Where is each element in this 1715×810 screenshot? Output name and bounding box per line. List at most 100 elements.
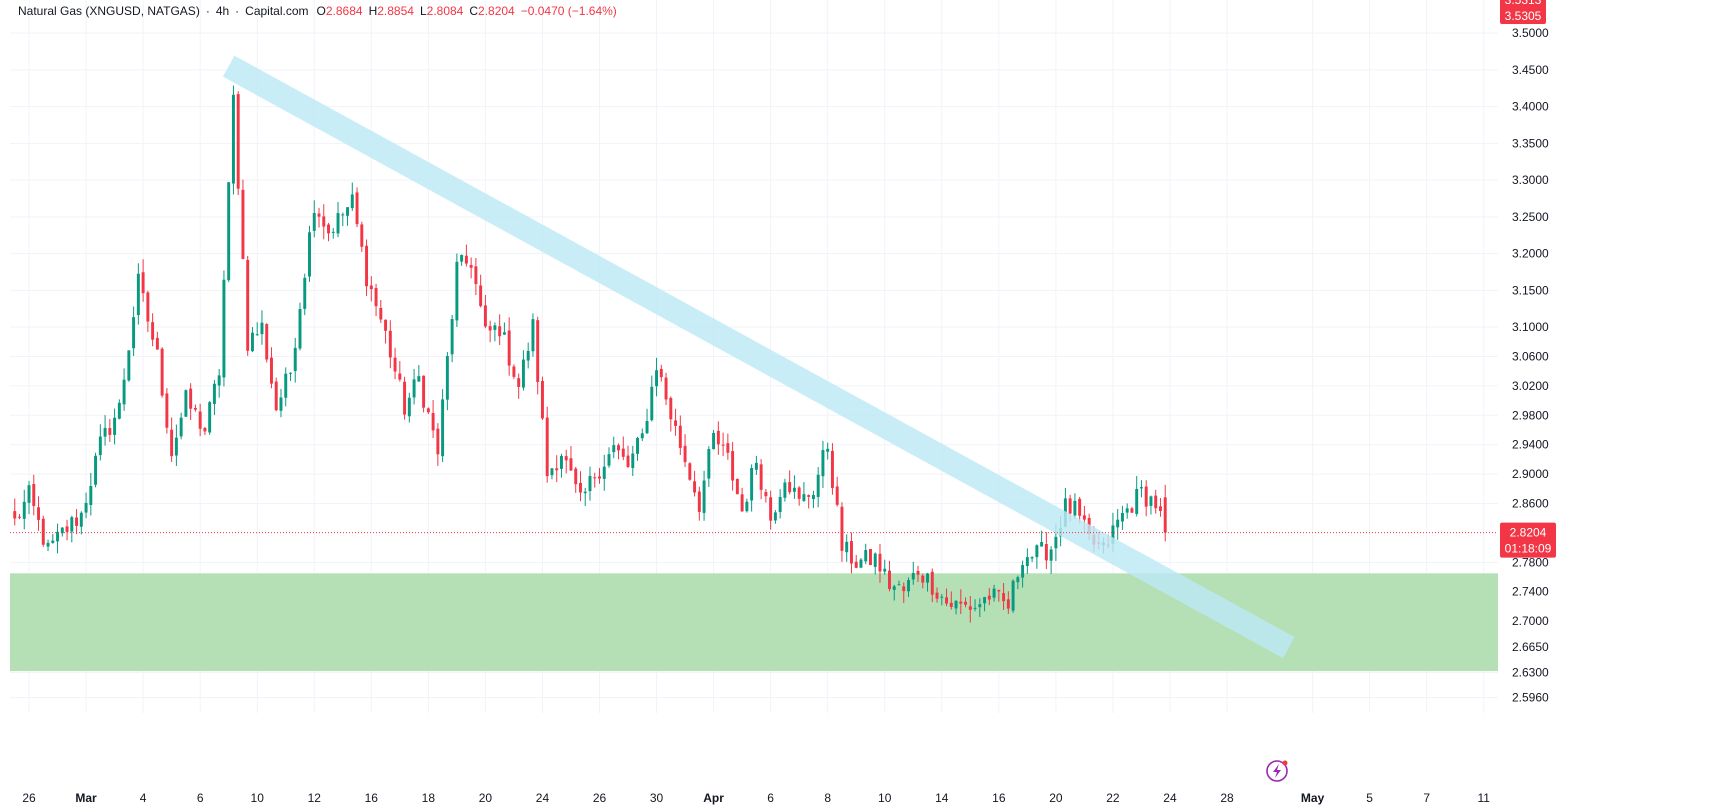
candle-down[interactable] — [517, 373, 521, 399]
candle-up[interactable] — [521, 350, 525, 391]
candle-up[interactable] — [417, 365, 421, 382]
candle-down[interactable] — [674, 408, 678, 436]
candle-down[interactable] — [355, 187, 359, 228]
candle-down[interactable] — [403, 376, 407, 420]
candle-down[interactable] — [388, 320, 392, 369]
candle-down[interactable] — [246, 255, 250, 356]
candle-up[interactable] — [783, 478, 787, 502]
candle-down[interactable] — [930, 568, 934, 603]
candle-up[interactable] — [583, 487, 587, 506]
candle-down[interactable] — [32, 474, 36, 516]
candle-down[interactable] — [155, 331, 159, 350]
candle-up[interactable] — [312, 200, 316, 238]
candle-up[interactable] — [897, 580, 901, 586]
candle-down[interactable] — [1154, 489, 1158, 514]
candle-down[interactable] — [579, 471, 582, 502]
candle-up[interactable] — [174, 424, 178, 466]
candle-down[interactable] — [555, 455, 559, 483]
candle-up[interactable] — [56, 523, 60, 554]
candle-up[interactable] — [1030, 556, 1034, 563]
candle-down[interactable] — [189, 383, 193, 421]
candle-up[interactable] — [892, 584, 896, 601]
candle-up[interactable] — [1116, 508, 1120, 540]
candle-up[interactable] — [859, 557, 863, 568]
candle-up[interactable] — [113, 408, 117, 445]
candle-down[interactable] — [426, 407, 430, 415]
candle-up[interactable] — [883, 559, 887, 575]
candle-down[interactable] — [488, 320, 492, 343]
candle-down[interactable] — [797, 486, 801, 506]
candle-down[interactable] — [170, 417, 174, 462]
candle-up[interactable] — [412, 368, 416, 405]
candle-down[interactable] — [1144, 480, 1148, 517]
candle-down[interactable] — [574, 466, 578, 493]
candle-up[interactable] — [645, 408, 649, 434]
candle-up[interactable] — [98, 424, 102, 461]
candle-up[interactable] — [826, 442, 830, 460]
candle-up[interactable] — [531, 313, 535, 357]
candle-down[interactable] — [1006, 591, 1010, 614]
candle-up[interactable] — [655, 357, 659, 397]
candle-up[interactable] — [136, 263, 140, 325]
candle-up[interactable] — [350, 182, 354, 211]
candle-up[interactable] — [184, 389, 188, 418]
candle-down[interactable] — [322, 204, 326, 240]
candle-down[interactable] — [617, 443, 620, 460]
candle-down[interactable] — [265, 323, 269, 363]
candle-up[interactable] — [336, 201, 340, 238]
candle-up[interactable] — [231, 85, 235, 195]
candle-down[interactable] — [236, 91, 240, 196]
candle-down[interactable] — [536, 316, 540, 395]
candle-down[interactable] — [65, 519, 69, 541]
candle-up[interactable] — [612, 436, 616, 459]
candle-up[interactable] — [602, 454, 606, 491]
candle-down[interactable] — [146, 290, 150, 333]
candle-up[interactable] — [773, 510, 777, 524]
candle-up[interactable] — [588, 466, 592, 501]
candle-down[interactable] — [422, 375, 426, 413]
candle-down[interactable] — [1078, 496, 1082, 524]
candle-down[interactable] — [987, 588, 991, 606]
candle-down[interactable] — [759, 459, 763, 500]
candle-up[interactable] — [260, 310, 264, 345]
candle-down[interactable] — [374, 283, 378, 316]
candle-up[interactable] — [940, 594, 944, 606]
candle-down[interactable] — [479, 274, 483, 308]
candle-up[interactable] — [821, 440, 825, 489]
candle-down[interactable] — [18, 514, 21, 520]
candle-up[interactable] — [712, 429, 716, 450]
candle-up[interactable] — [60, 527, 64, 537]
candle-down[interactable] — [498, 314, 502, 346]
trendline-layer[interactable] — [222, 55, 1295, 659]
candle-up[interactable] — [845, 534, 849, 562]
candle-down[interactable] — [721, 432, 725, 456]
descending-trendline[interactable] — [222, 55, 1295, 659]
candle-up[interactable] — [1135, 476, 1139, 517]
candle-down[interactable] — [688, 462, 692, 481]
candle-down[interactable] — [945, 588, 949, 607]
candle-up[interactable] — [212, 380, 216, 416]
candle-up[interactable] — [926, 572, 929, 592]
candle-down[interactable] — [274, 377, 278, 412]
candle-up[interactable] — [1125, 503, 1129, 519]
candle-down[interactable] — [921, 573, 925, 589]
candle-down[interactable] — [740, 487, 744, 512]
candle-up[interactable] — [983, 596, 987, 612]
candle-up[interactable] — [707, 446, 711, 487]
candle-down[interactable] — [593, 472, 597, 488]
candle-up[interactable] — [1025, 548, 1029, 574]
candle-down[interactable] — [854, 554, 858, 569]
candle-up[interactable] — [1021, 560, 1025, 588]
candle-down[interactable] — [626, 445, 630, 468]
candle-up[interactable] — [907, 577, 910, 597]
candle-down[interactable] — [160, 347, 164, 398]
candle-up[interactable] — [46, 539, 50, 552]
candle-down[interactable] — [878, 544, 882, 583]
candle-down[interactable] — [868, 548, 872, 566]
candle-up[interactable] — [94, 452, 98, 488]
candle-up[interactable] — [51, 534, 55, 544]
candle-down[interactable] — [469, 257, 473, 279]
candle-up[interactable] — [84, 492, 88, 519]
